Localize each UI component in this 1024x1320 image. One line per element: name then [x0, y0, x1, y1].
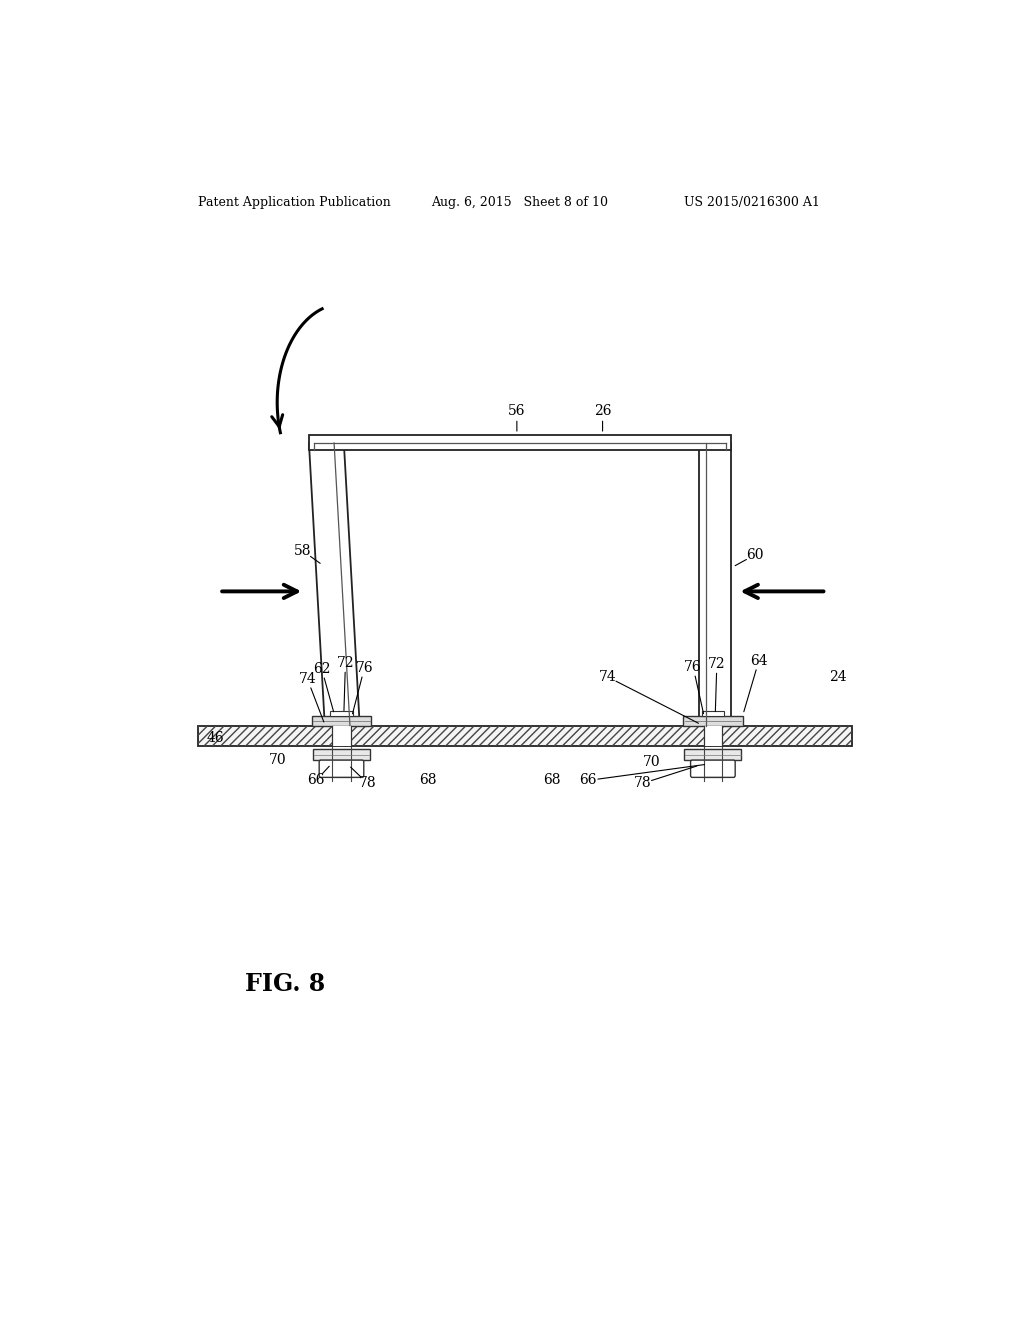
- Bar: [332, 726, 351, 746]
- Text: 78: 78: [634, 776, 651, 791]
- Text: 46: 46: [207, 731, 224, 744]
- Polygon shape: [309, 444, 359, 726]
- Text: 24: 24: [829, 669, 847, 684]
- FancyBboxPatch shape: [690, 760, 735, 777]
- Text: 68: 68: [419, 774, 436, 788]
- Bar: [309, 434, 731, 450]
- Text: 74: 74: [598, 669, 616, 684]
- Text: 66: 66: [307, 774, 325, 788]
- Text: 70: 70: [643, 755, 660, 770]
- Text: 76: 76: [684, 660, 701, 673]
- Text: 74: 74: [298, 672, 316, 686]
- Text: 78: 78: [358, 776, 377, 791]
- Bar: [684, 748, 741, 760]
- Text: Patent Application Publication: Patent Application Publication: [198, 195, 390, 209]
- Text: 72: 72: [708, 656, 726, 671]
- Text: 70: 70: [268, 754, 286, 767]
- Text: 66: 66: [580, 774, 597, 788]
- Text: 68: 68: [543, 774, 560, 788]
- Bar: [311, 717, 372, 726]
- Text: 56: 56: [508, 404, 525, 418]
- Text: 64: 64: [751, 653, 768, 668]
- Text: FIG. 8: FIG. 8: [246, 972, 326, 995]
- Text: Aug. 6, 2015   Sheet 8 of 10: Aug. 6, 2015 Sheet 8 of 10: [431, 195, 608, 209]
- Text: 60: 60: [746, 548, 764, 562]
- Bar: [198, 726, 852, 746]
- Bar: [683, 717, 742, 726]
- Bar: [198, 726, 852, 746]
- Bar: [313, 748, 370, 760]
- Text: 72: 72: [337, 656, 354, 669]
- Text: 62: 62: [313, 661, 331, 676]
- Text: 76: 76: [355, 660, 374, 675]
- Text: US 2015/0216300 A1: US 2015/0216300 A1: [684, 195, 819, 209]
- Bar: [330, 711, 353, 717]
- Polygon shape: [699, 444, 731, 726]
- Text: 58: 58: [294, 544, 311, 558]
- Text: 26: 26: [594, 404, 611, 418]
- Bar: [703, 726, 722, 746]
- Bar: [701, 711, 724, 717]
- FancyBboxPatch shape: [319, 760, 364, 777]
